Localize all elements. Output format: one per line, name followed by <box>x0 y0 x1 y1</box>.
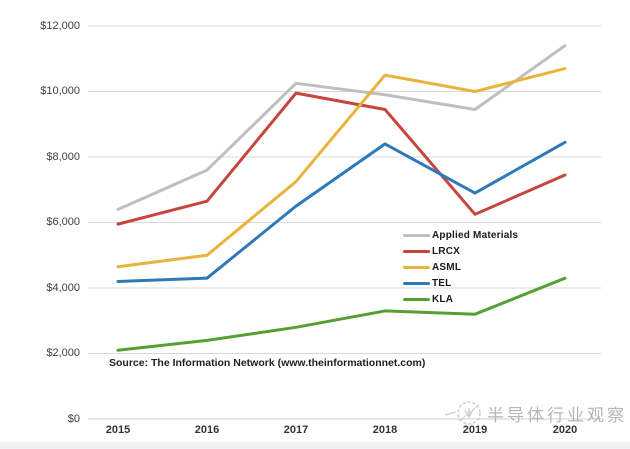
y-tick-label: $8,000 <box>46 151 80 163</box>
series-line-kla <box>116 276 567 352</box>
legend-label: Applied Materials <box>432 230 519 241</box>
y-tick-label: $0 <box>67 413 80 425</box>
legend-item-kla: KLA <box>403 294 518 305</box>
seal-logo-icon <box>445 401 481 425</box>
x-tick-label: 2018 <box>372 424 398 436</box>
x-tick-label: 2017 <box>283 424 309 436</box>
series-line-asml <box>116 67 567 269</box>
x-tick-label: 2020 <box>552 424 578 436</box>
legend-swatch-applied-materials <box>403 234 430 237</box>
legend-item-applied-materials: Applied Materials <box>403 230 518 241</box>
legend-label: TEL <box>432 278 452 289</box>
y-tick-label: $2,000 <box>46 347 80 359</box>
y-tick-label: $4,000 <box>46 282 80 294</box>
legend-label: KLA <box>432 294 454 305</box>
legend: Applied Materials LRCX ASML TEL KLA <box>403 230 518 305</box>
series-line-tel <box>116 140 567 283</box>
legend-swatch-tel <box>403 282 430 285</box>
legend-item-tel: TEL <box>403 278 518 289</box>
legend-label: LRCX <box>432 246 461 257</box>
y-tick-label: $12,000 <box>40 20 80 32</box>
window-edge <box>0 442 630 449</box>
watermark: 半导体行业观察 <box>445 396 627 430</box>
watermark-text: 半导体行业观察 <box>487 405 627 426</box>
x-tick-label: 2015 <box>105 424 131 436</box>
y-tick-label: $10,000 <box>40 85 80 97</box>
legend-swatch-kla <box>403 298 430 301</box>
legend-swatch-asml <box>403 266 430 269</box>
legend-swatch-lrcx <box>403 250 430 253</box>
source-note: Source: The Information Network (www.the… <box>109 357 426 369</box>
x-tick-label: 2016 <box>194 424 220 436</box>
legend-item-asml: ASML <box>403 262 518 273</box>
series-line-lrcx <box>116 91 567 226</box>
series-line-applied-materials <box>116 44 567 211</box>
x-tick-label: 2019 <box>462 424 488 436</box>
legend-item-lrcx: LRCX <box>403 246 518 257</box>
legend-label: ASML <box>432 262 462 273</box>
y-tick-label: $6,000 <box>46 216 80 228</box>
